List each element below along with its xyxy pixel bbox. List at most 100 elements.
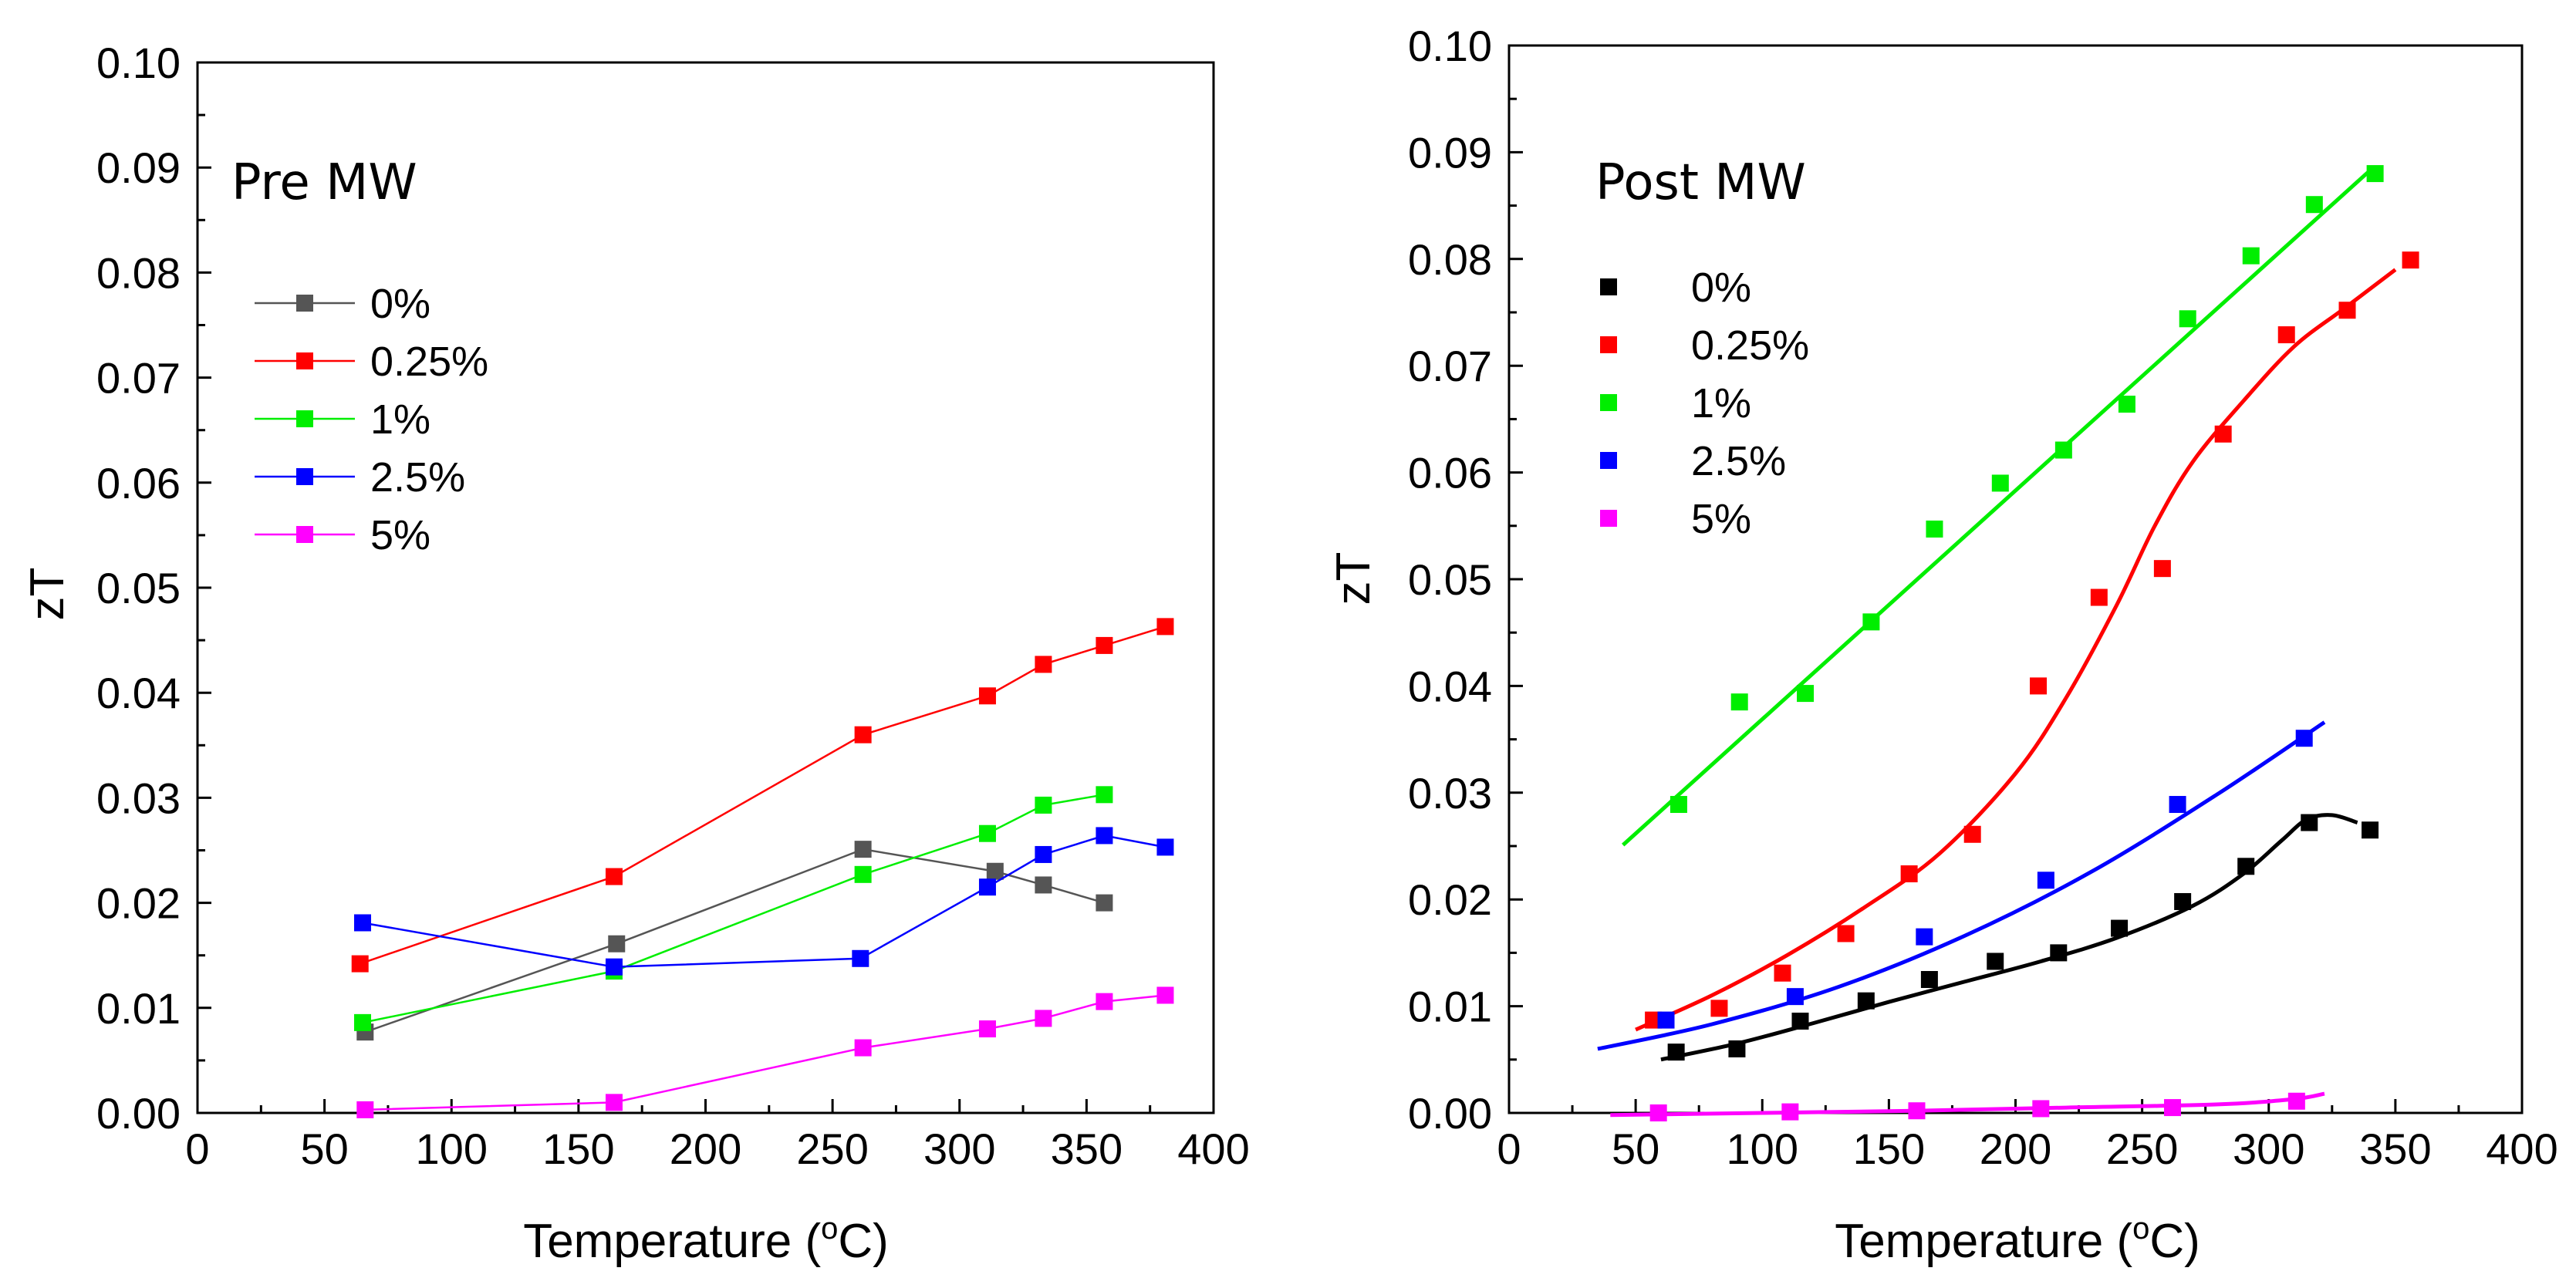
series-line [364, 848, 1105, 1033]
series-2.5% [354, 827, 1174, 976]
x-tick-label: 0 [185, 1124, 209, 1173]
data-point [1156, 618, 1174, 636]
data-point [2301, 814, 2318, 831]
data-point [854, 865, 872, 883]
data-point [1920, 971, 1938, 988]
legend-marker [296, 468, 313, 485]
data-point [351, 955, 369, 973]
legend-marker [1600, 452, 1617, 469]
data-point [2118, 396, 2135, 413]
legend-item: 0% [1600, 265, 1751, 311]
y-tick-label: 0.03 [96, 774, 181, 822]
y-tick-label: 0.05 [96, 564, 181, 612]
legend-marker [1600, 394, 1617, 411]
y-tick-label: 0.07 [1408, 342, 1492, 390]
data-point [2362, 821, 2379, 839]
data-point [1156, 838, 1174, 856]
data-point [1096, 786, 1113, 804]
x-tick-label: 400 [2486, 1124, 2557, 1173]
series-2.5% [1597, 720, 2326, 1051]
series-5% [356, 986, 1174, 1118]
x-tick-label: 250 [796, 1124, 868, 1173]
data-point [1797, 685, 1815, 703]
data-point [1908, 1102, 1926, 1120]
data-point [2153, 560, 2171, 578]
legend-label: 0% [1691, 265, 1751, 311]
data-point [2111, 919, 2129, 937]
data-point [1657, 1011, 1675, 1029]
data-point [1096, 894, 1113, 912]
series-0% [356, 841, 1113, 1041]
series-0% [1660, 813, 2379, 1062]
data-point [1096, 636, 1113, 654]
chart-title: Pre MW [231, 154, 417, 211]
data-point [854, 1039, 872, 1057]
data-point [1035, 796, 1052, 814]
data-point [2287, 1092, 2305, 1110]
data-point [978, 1020, 996, 1038]
legend-label: 1% [1691, 380, 1751, 427]
x-tick-label: 200 [670, 1124, 741, 1173]
legend-item: 0.25% [255, 339, 488, 385]
data-point [1035, 845, 1052, 863]
data-point [852, 949, 869, 967]
data-point [2050, 944, 2068, 962]
series-0.25% [1635, 251, 2419, 1032]
x-tick-label: 400 [1177, 1124, 1249, 1173]
data-point [854, 841, 872, 858]
x-tick-label: 350 [1051, 1124, 1123, 1173]
data-point [2338, 302, 2356, 319]
fit-curve [1622, 169, 2372, 847]
x-tick-label: 0 [1497, 1124, 1521, 1173]
data-point [2305, 196, 2323, 214]
data-point [2030, 677, 2048, 695]
data-point [1096, 827, 1113, 845]
data-point [2295, 730, 2313, 747]
data-point [1670, 796, 1687, 814]
fit-curve [1597, 720, 2326, 1051]
data-point [1916, 928, 1933, 946]
series-line [362, 794, 1105, 1024]
data-point [1781, 1103, 1799, 1121]
y-tick-label: 0.09 [96, 143, 181, 192]
y-tick-label: 0.01 [1408, 983, 1492, 1031]
data-point [2164, 1099, 2182, 1117]
chart-post-mw: Post MW zT Temperature (oC) 0 50 100 150 200… [1327, 22, 2558, 1268]
legend-label: 0.25% [370, 339, 488, 385]
x-tick-label: 250 [2106, 1124, 2178, 1173]
chart-title: Post MW [1595, 154, 1806, 211]
data-point [1900, 865, 1918, 882]
series-1% [1622, 165, 2384, 847]
data-point [986, 862, 1004, 880]
data-point [1710, 1000, 1728, 1017]
y-axis-title: zT [1327, 552, 1380, 605]
y-tick-label: 0.02 [96, 879, 181, 928]
data-point [2366, 165, 2384, 183]
x-tick-label: 50 [1612, 1124, 1659, 1173]
legend-marker [1600, 336, 1617, 353]
y-tick-label: 0.09 [1408, 128, 1492, 177]
y-tick-label: 0.03 [1408, 769, 1492, 818]
legend-item: 2.5% [255, 454, 465, 501]
data-point [2169, 796, 2186, 814]
data-point [2277, 326, 2295, 344]
y-tick-label: 0.02 [1408, 875, 1492, 924]
data-point [1862, 613, 1880, 631]
legend-marker [296, 526, 313, 543]
data-point [1035, 876, 1052, 894]
data-point [356, 1101, 374, 1118]
y-tick-label: 0.04 [96, 669, 181, 717]
legend-item: 0% [255, 281, 430, 327]
series-0.25% [351, 618, 1174, 973]
data-point [605, 958, 623, 976]
x-axis-title: Temperature (oC) [1835, 1212, 2200, 1268]
x-tick-label: 100 [416, 1124, 488, 1173]
legend-marker [296, 410, 313, 427]
legend-label: 0.25% [1691, 322, 1809, 369]
data-point [2214, 425, 2232, 443]
data-point [2242, 247, 2260, 265]
data-point [1926, 520, 1943, 538]
x-tick-label: 350 [2359, 1124, 2431, 1173]
legend-marker [1600, 510, 1617, 527]
y-tick-label: 0.00 [1408, 1089, 1492, 1138]
